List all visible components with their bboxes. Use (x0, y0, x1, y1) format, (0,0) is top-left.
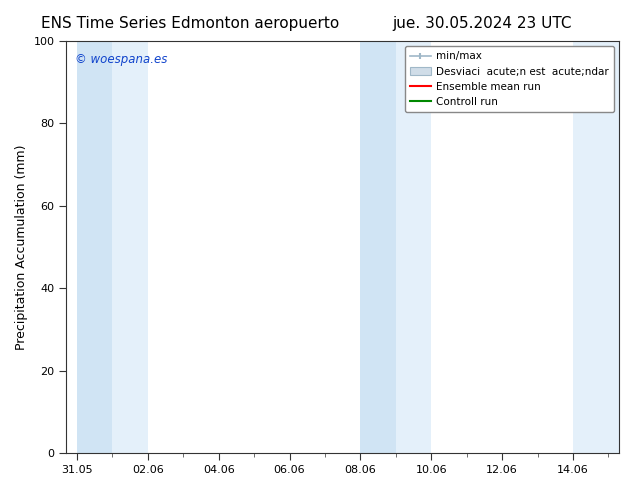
Text: © woespana.es: © woespana.es (75, 53, 167, 67)
Bar (573, 41, 619, 453)
Text: ENS Time Series Edmonton aeropuerto: ENS Time Series Edmonton aeropuerto (41, 16, 339, 31)
Bar (112, 41, 148, 453)
Bar (396, 41, 431, 453)
Bar (360, 41, 396, 453)
Bar (77, 41, 112, 453)
Legend: min/max, Desviaci  acute;n est  acute;ndar, Ensemble mean run, Controll run: min/max, Desviaci acute;n est acute;ndar… (404, 46, 614, 112)
Text: jue. 30.05.2024 23 UTC: jue. 30.05.2024 23 UTC (392, 16, 572, 31)
Y-axis label: Precipitation Accumulation (mm): Precipitation Accumulation (mm) (15, 145, 28, 350)
